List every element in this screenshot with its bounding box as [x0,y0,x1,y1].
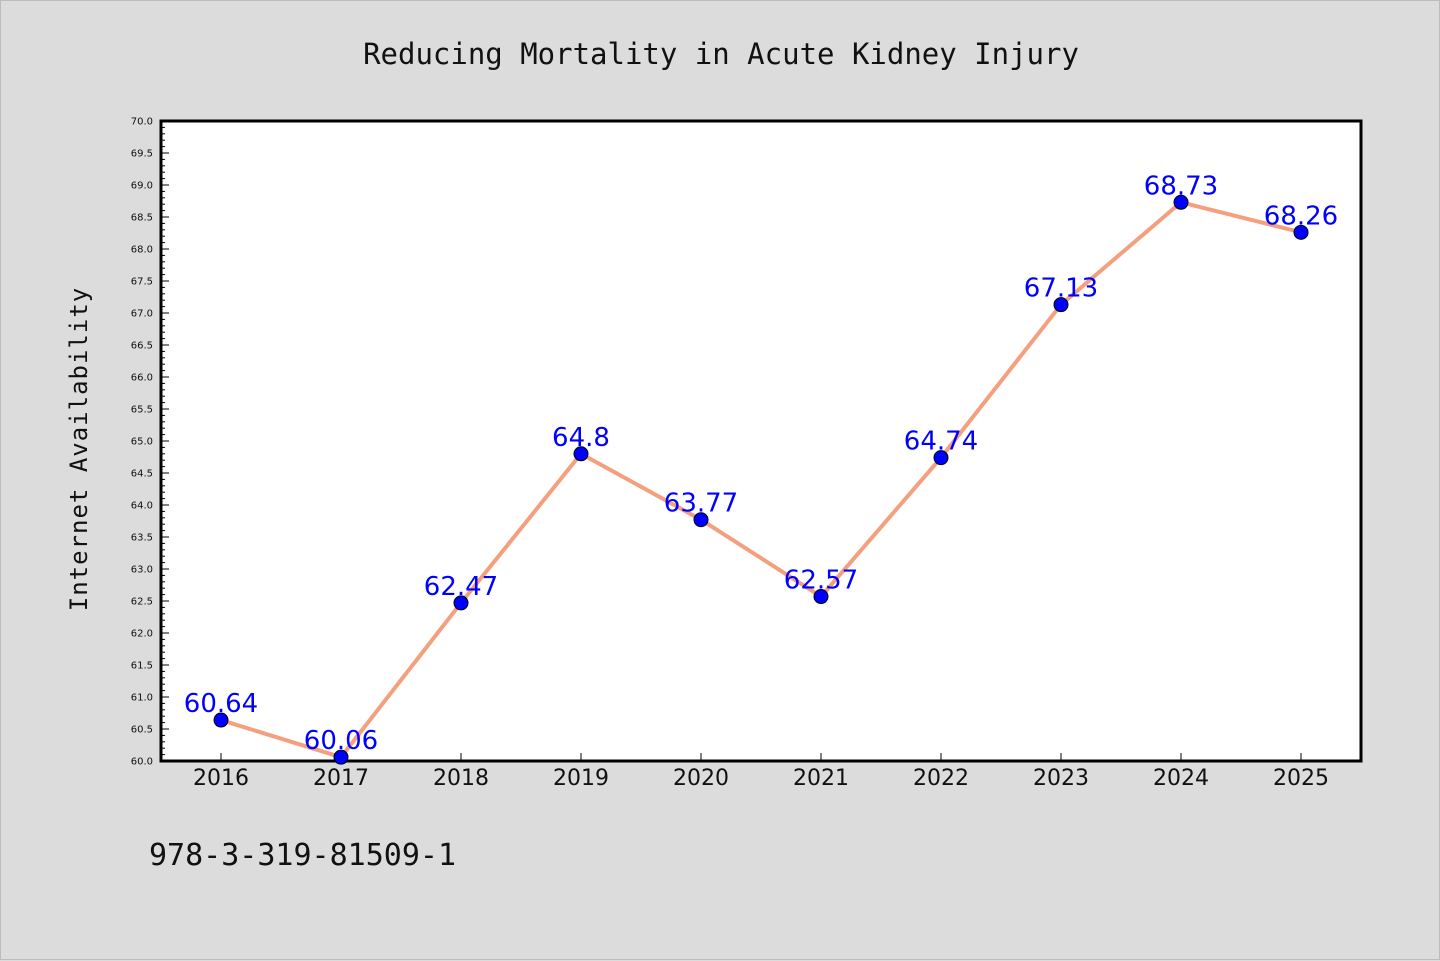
data-label: 62.47 [424,572,498,602]
isbn-footer: 978-3-319-81509-1 [149,838,456,873]
data-label: 68.26 [1264,201,1338,231]
data-label: 64.74 [904,427,978,457]
x-tick-label: 2019 [553,766,609,791]
x-tick-label: 2024 [1153,766,1209,791]
y-tick-label: 67.5 [131,277,153,288]
y-tick-label: 65.0 [131,437,153,448]
data-point [813,589,829,605]
x-axis: 2016 2017 2018 2019 2020 2021 2022 2023 2024 2025 [193,753,1329,791]
y-tick-label: 69.5 [131,149,153,160]
data-point [1053,297,1069,313]
y-tick-label: 61.5 [131,661,153,672]
data-label: 64.8 [552,423,610,453]
series-line-group [213,194,1309,765]
x-tick-label: 2016 [193,766,249,791]
x-tick-label: 2017 [313,766,369,791]
y-tick-label: 61.0 [131,693,153,704]
y-tick-label: 66.0 [131,373,153,384]
x-tick-label: 2018 [433,766,489,791]
data-label: 67.13 [1024,274,1098,304]
data-labels: 60.64 60.06 62.47 64.8 63.77 62.57 64.74 67.13 6… [184,171,1338,756]
y-tick-label: 70.0 [131,117,153,128]
y-tick-label: 68.5 [131,213,153,224]
x-tick-label: 2023 [1033,766,1089,791]
chart-title: Reducing Mortality in Acute Kidney Injur… [363,37,1079,71]
y-tick-label: 60.5 [131,725,153,736]
x-tick-label: 2025 [1273,766,1329,791]
x-tick-label: 2021 [793,766,849,791]
data-point [693,512,709,528]
data-label: 60.06 [304,726,378,756]
y-tick-label: 60.0 [131,757,153,768]
data-point [453,595,469,611]
y-tick-label: 64.5 [131,469,153,480]
data-point [1173,194,1189,210]
y-axis: 60.0 60.5 61.0 61.5 62.0 62.5 63.0 63.5 64.0 64.5… [131,117,169,768]
data-point [573,446,589,462]
data-point [933,450,949,466]
y-tick-label: 69.0 [131,181,153,192]
y-tick-label: 64.0 [131,501,153,512]
y-tick-label: 63.5 [131,533,153,544]
y-tick-label: 65.5 [131,405,153,416]
y-axis-label: Internet Availability [65,287,93,611]
y-tick-label: 62.0 [131,629,153,640]
data-label: 60.64 [184,689,258,719]
y-tick-label: 66.5 [131,341,153,352]
data-point [1293,224,1309,240]
y-tick-label: 67.0 [131,309,153,320]
data-point [333,749,349,765]
plot-area [159,119,1363,763]
data-point [213,712,229,728]
series-line [220,200,1302,760]
x-tick-label: 2020 [673,766,729,791]
y-tick-label: 62.5 [131,597,153,608]
y-tick-label: 68.0 [131,245,153,256]
data-label: 68.73 [1144,171,1218,201]
y-tick-label: 63.0 [131,565,153,576]
x-tick-label: 2022 [913,766,969,791]
data-label: 63.77 [664,489,738,519]
data-label: 62.57 [784,566,858,596]
